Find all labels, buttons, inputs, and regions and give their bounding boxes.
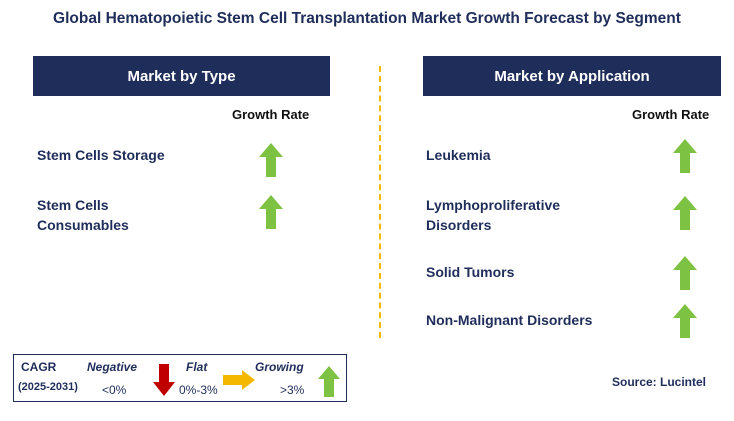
green-up-arrow-icon [673,196,697,230]
market-by-type-header: Market by Type [33,56,330,96]
legend-growing-range: >3% [280,383,305,397]
legend-period: (2025-2031) [18,381,78,393]
legend-flat-label: Flat [186,360,208,374]
red-down-arrow-icon [153,364,175,396]
source-note: Source: Lucintel [612,375,707,389]
green-up-arrow-icon [318,366,340,397]
legend-growing-label: Growing [255,360,304,374]
green-up-arrow-icon [259,143,283,177]
legend-negative-label: Negative [87,360,138,374]
application-item-solid-tumors: Solid Tumors [426,264,515,280]
market-by-application-header: Market by Application [423,56,721,96]
green-up-arrow-icon [673,256,697,290]
green-up-arrow-icon [673,304,697,338]
green-up-arrow-icon [673,139,697,173]
application-item-non-malignant-disorders: Non-Malignant Disorders [426,312,593,328]
legend-negative-range: <0% [102,383,127,397]
type-item-stem-cells-storage: Stem Cells Storage [37,147,165,163]
application-item-lymphoproliferative-disorders: Lymphoproliferative Disorders [426,197,561,233]
application-growth-rate-label: Growth Rate [632,107,710,122]
green-up-arrow-icon [259,195,283,229]
page-title: Global Hematopoietic Stem Cell Transplan… [53,10,681,27]
legend-cagr-label: CAGR [21,360,57,374]
yellow-right-arrow-icon [223,370,255,390]
type-growth-rate-label: Growth Rate [232,107,310,122]
type-item-stem-cells-consumables: Stem Cells Consumables [37,197,129,233]
panel-divider [379,66,381,338]
cagr-legend: CAGR (2025-2031) Negative <0% Flat 0%-3%… [13,354,347,402]
application-item-leukemia: Leukemia [426,147,491,163]
legend-flat-range: 0%-3% [179,383,218,397]
